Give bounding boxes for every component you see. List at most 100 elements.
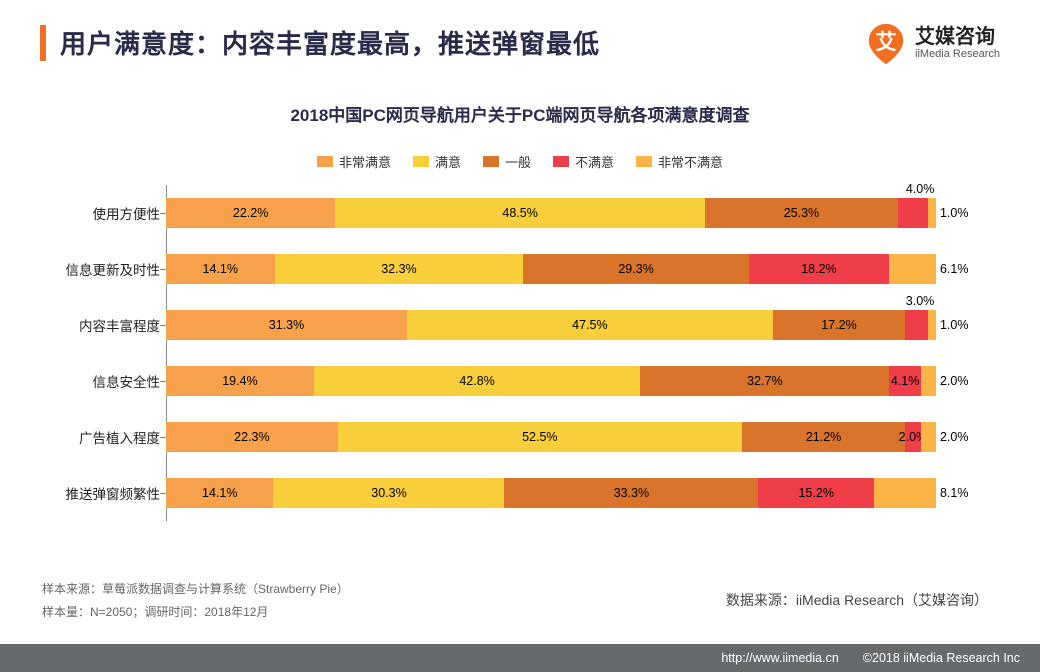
legend-swatch xyxy=(636,156,652,167)
segment-value-label: 6.1% xyxy=(936,262,969,276)
brand-name-cn: 艾媒咨询 xyxy=(915,26,1000,48)
segment-value-label: 29.3% xyxy=(618,262,653,276)
stacked-bar: 31.3% 47.5% 17.2% 3.0%1.0% xyxy=(166,310,936,340)
segment-value-label: 47.5% xyxy=(572,318,607,332)
brand-name-en: iiMedia Research xyxy=(915,48,1000,60)
segment-value-label: 14.1% xyxy=(202,486,237,500)
legend-item: 非常不满意 xyxy=(636,152,723,171)
bar-segment: 19.4% xyxy=(166,366,314,396)
bar-segment: 14.1% xyxy=(166,254,275,284)
stacked-bar: 14.1%32.3%29.3%18.2%6.1% xyxy=(166,254,936,284)
bar-segment: 22.3% xyxy=(166,422,338,452)
bar-segment: 31.3% xyxy=(166,310,407,340)
chart-legend: 非常满意 满意 一般 不满意 非常不满意 xyxy=(56,152,984,171)
bar-segment: 32.7% xyxy=(640,366,889,396)
segment-value-label: 33.3% xyxy=(614,486,649,500)
footnote-source: 样本来源：草莓派数据调查与计算系统（Strawberry Pie） xyxy=(42,578,349,601)
legend-label: 不满意 xyxy=(575,152,614,171)
bar-segment: 14.1% xyxy=(166,478,273,508)
segment-value-label: 30.3% xyxy=(371,486,406,500)
title-row: 用户满意度：内容丰富度最高，推送弹窗最低 xyxy=(40,24,1000,61)
bar-segment: 2.0% xyxy=(905,422,920,452)
legend-item: 非常满意 xyxy=(317,152,391,171)
segment-value-label: 48.5% xyxy=(502,206,537,220)
segment-value-label: 19.4% xyxy=(222,374,257,388)
brand-logo-text: 艾媒咨询 iiMedia Research xyxy=(915,26,1000,60)
bar-segment: 3.0% xyxy=(905,310,928,340)
row-label: 推送弹窗频繁性 xyxy=(56,483,160,503)
bar-segment: 29.3% xyxy=(523,254,749,284)
segment-value-label: 32.7% xyxy=(747,374,782,388)
bar-segment: 22.2% xyxy=(166,198,335,228)
segment-value-label: 3.0% xyxy=(906,294,935,310)
data-source: 数据来源：iiMedia Research（艾媒咨询） xyxy=(726,590,988,610)
segment-value-label: 1.0% xyxy=(936,206,969,220)
legend-item: 不满意 xyxy=(553,152,614,171)
segment-value-label: 15.2% xyxy=(799,486,834,500)
segment-value-label: 52.5% xyxy=(522,430,557,444)
footnote-sample: 样本量：N=2050；调研时间：2018年12月 xyxy=(42,601,349,624)
segment-value-label: 17.2% xyxy=(821,318,856,332)
legend-label: 非常不满意 xyxy=(658,152,723,171)
bar-segment: 52.5% xyxy=(338,422,742,452)
legend-label: 满意 xyxy=(435,152,461,171)
segment-value-label: 18.2% xyxy=(801,262,836,276)
bar-segment: 18.2% xyxy=(749,254,889,284)
header: 用户满意度：内容丰富度最高，推送弹窗最低 艾 艾媒咨询 iiMedia Rese… xyxy=(0,0,1040,61)
legend-swatch xyxy=(413,156,429,167)
segment-value-label: 42.8% xyxy=(459,374,494,388)
segment-value-label: 4.1% xyxy=(891,374,920,388)
row-label: 信息安全性 xyxy=(56,371,160,391)
brand-logo: 艾 艾媒咨询 iiMedia Research xyxy=(863,20,1000,66)
legend-label: 一般 xyxy=(505,152,531,171)
chart-row: 信息更新及时性14.1%32.3%29.3%18.2%6.1% xyxy=(166,241,936,297)
footnotes: 样本来源：草莓派数据调查与计算系统（Strawberry Pie） 样本量：N=… xyxy=(42,578,349,624)
bar-segment: 4.0% xyxy=(898,198,928,228)
bottom-bar: http://www.iimedia.cn ©2018 iiMedia Rese… xyxy=(0,644,1040,672)
chart-row: 推送弹窗频繁性14.1%30.3%33.3%15.2%8.1% xyxy=(166,465,936,521)
segment-value-label: 21.2% xyxy=(806,430,841,444)
bar-segment: 1.0% xyxy=(928,310,936,340)
bar-segment: 17.2% xyxy=(773,310,905,340)
bar-segment: 15.2% xyxy=(758,478,874,508)
legend-label: 非常满意 xyxy=(339,152,391,171)
chart-row: 内容丰富程度31.3%47.5%17.2%3.0%1.0% xyxy=(166,297,936,353)
bar-segment: 21.2% xyxy=(742,422,905,452)
segment-value-label: 32.3% xyxy=(381,262,416,276)
bar-segment: 2.0% xyxy=(921,366,936,396)
segment-value-label: 8.1% xyxy=(936,486,969,500)
chart-plot: 使用方便性22.2%48.5%25.3%4.0%1.0%信息更新及时性14.1%… xyxy=(56,185,984,521)
segment-value-label: 1.0% xyxy=(936,318,969,332)
bar-segment: 33.3% xyxy=(504,478,758,508)
segment-value-label: 22.3% xyxy=(234,430,269,444)
bar-segment: 25.3% xyxy=(705,198,898,228)
svg-text:艾: 艾 xyxy=(875,30,896,54)
chart: 2018中国PC网页导航用户关于PC端网页导航各项满意度调查 非常满意 满意 一般 不… xyxy=(0,61,1040,521)
bar-segment: 2.0% xyxy=(921,422,936,452)
row-label: 使用方便性 xyxy=(56,203,160,223)
chart-row: 信息安全性19.4%42.8%32.7%4.1%2.0% xyxy=(166,353,936,409)
segment-value-label: 4.0% xyxy=(906,182,935,198)
bar-segment: 32.3% xyxy=(275,254,524,284)
chart-row: 广告植入程度22.3%52.5%21.2%2.0%2.0% xyxy=(166,409,936,465)
legend-item: 一般 xyxy=(483,152,531,171)
bar-segment: 8.1% xyxy=(874,478,936,508)
stacked-bar: 14.1% 30.3% 33.3% 15.2% 8.1% xyxy=(166,478,936,508)
page-title: 用户满意度：内容丰富度最高，推送弹窗最低 xyxy=(60,24,600,61)
page: 用户满意度：内容丰富度最高，推送弹窗最低 艾 艾媒咨询 iiMedia Rese… xyxy=(0,0,1040,672)
brand-logo-icon: 艾 xyxy=(863,20,909,66)
bar-segment: 1.0% xyxy=(928,198,936,228)
row-label: 内容丰富程度 xyxy=(56,315,160,335)
footer-copyright: ©2018 iiMedia Research Inc xyxy=(863,651,1020,665)
bar-segment: 30.3% xyxy=(273,478,504,508)
legend-item: 满意 xyxy=(413,152,461,171)
chart-title: 2018中国PC网页导航用户关于PC端网页导航各项满意度调查 xyxy=(56,101,984,126)
bar-segment: 48.5% xyxy=(335,198,705,228)
footer-url: http://www.iimedia.cn xyxy=(721,651,838,665)
bar-segment: 47.5% xyxy=(407,310,773,340)
title-accent-bar xyxy=(40,25,46,61)
segment-value-label: 14.1% xyxy=(203,262,238,276)
row-label: 广告植入程度 xyxy=(56,427,160,447)
stacked-bar: 22.3% 52.5% 21.2% 2.0%2.0% xyxy=(166,422,936,452)
segment-value-label: 31.3% xyxy=(269,318,304,332)
